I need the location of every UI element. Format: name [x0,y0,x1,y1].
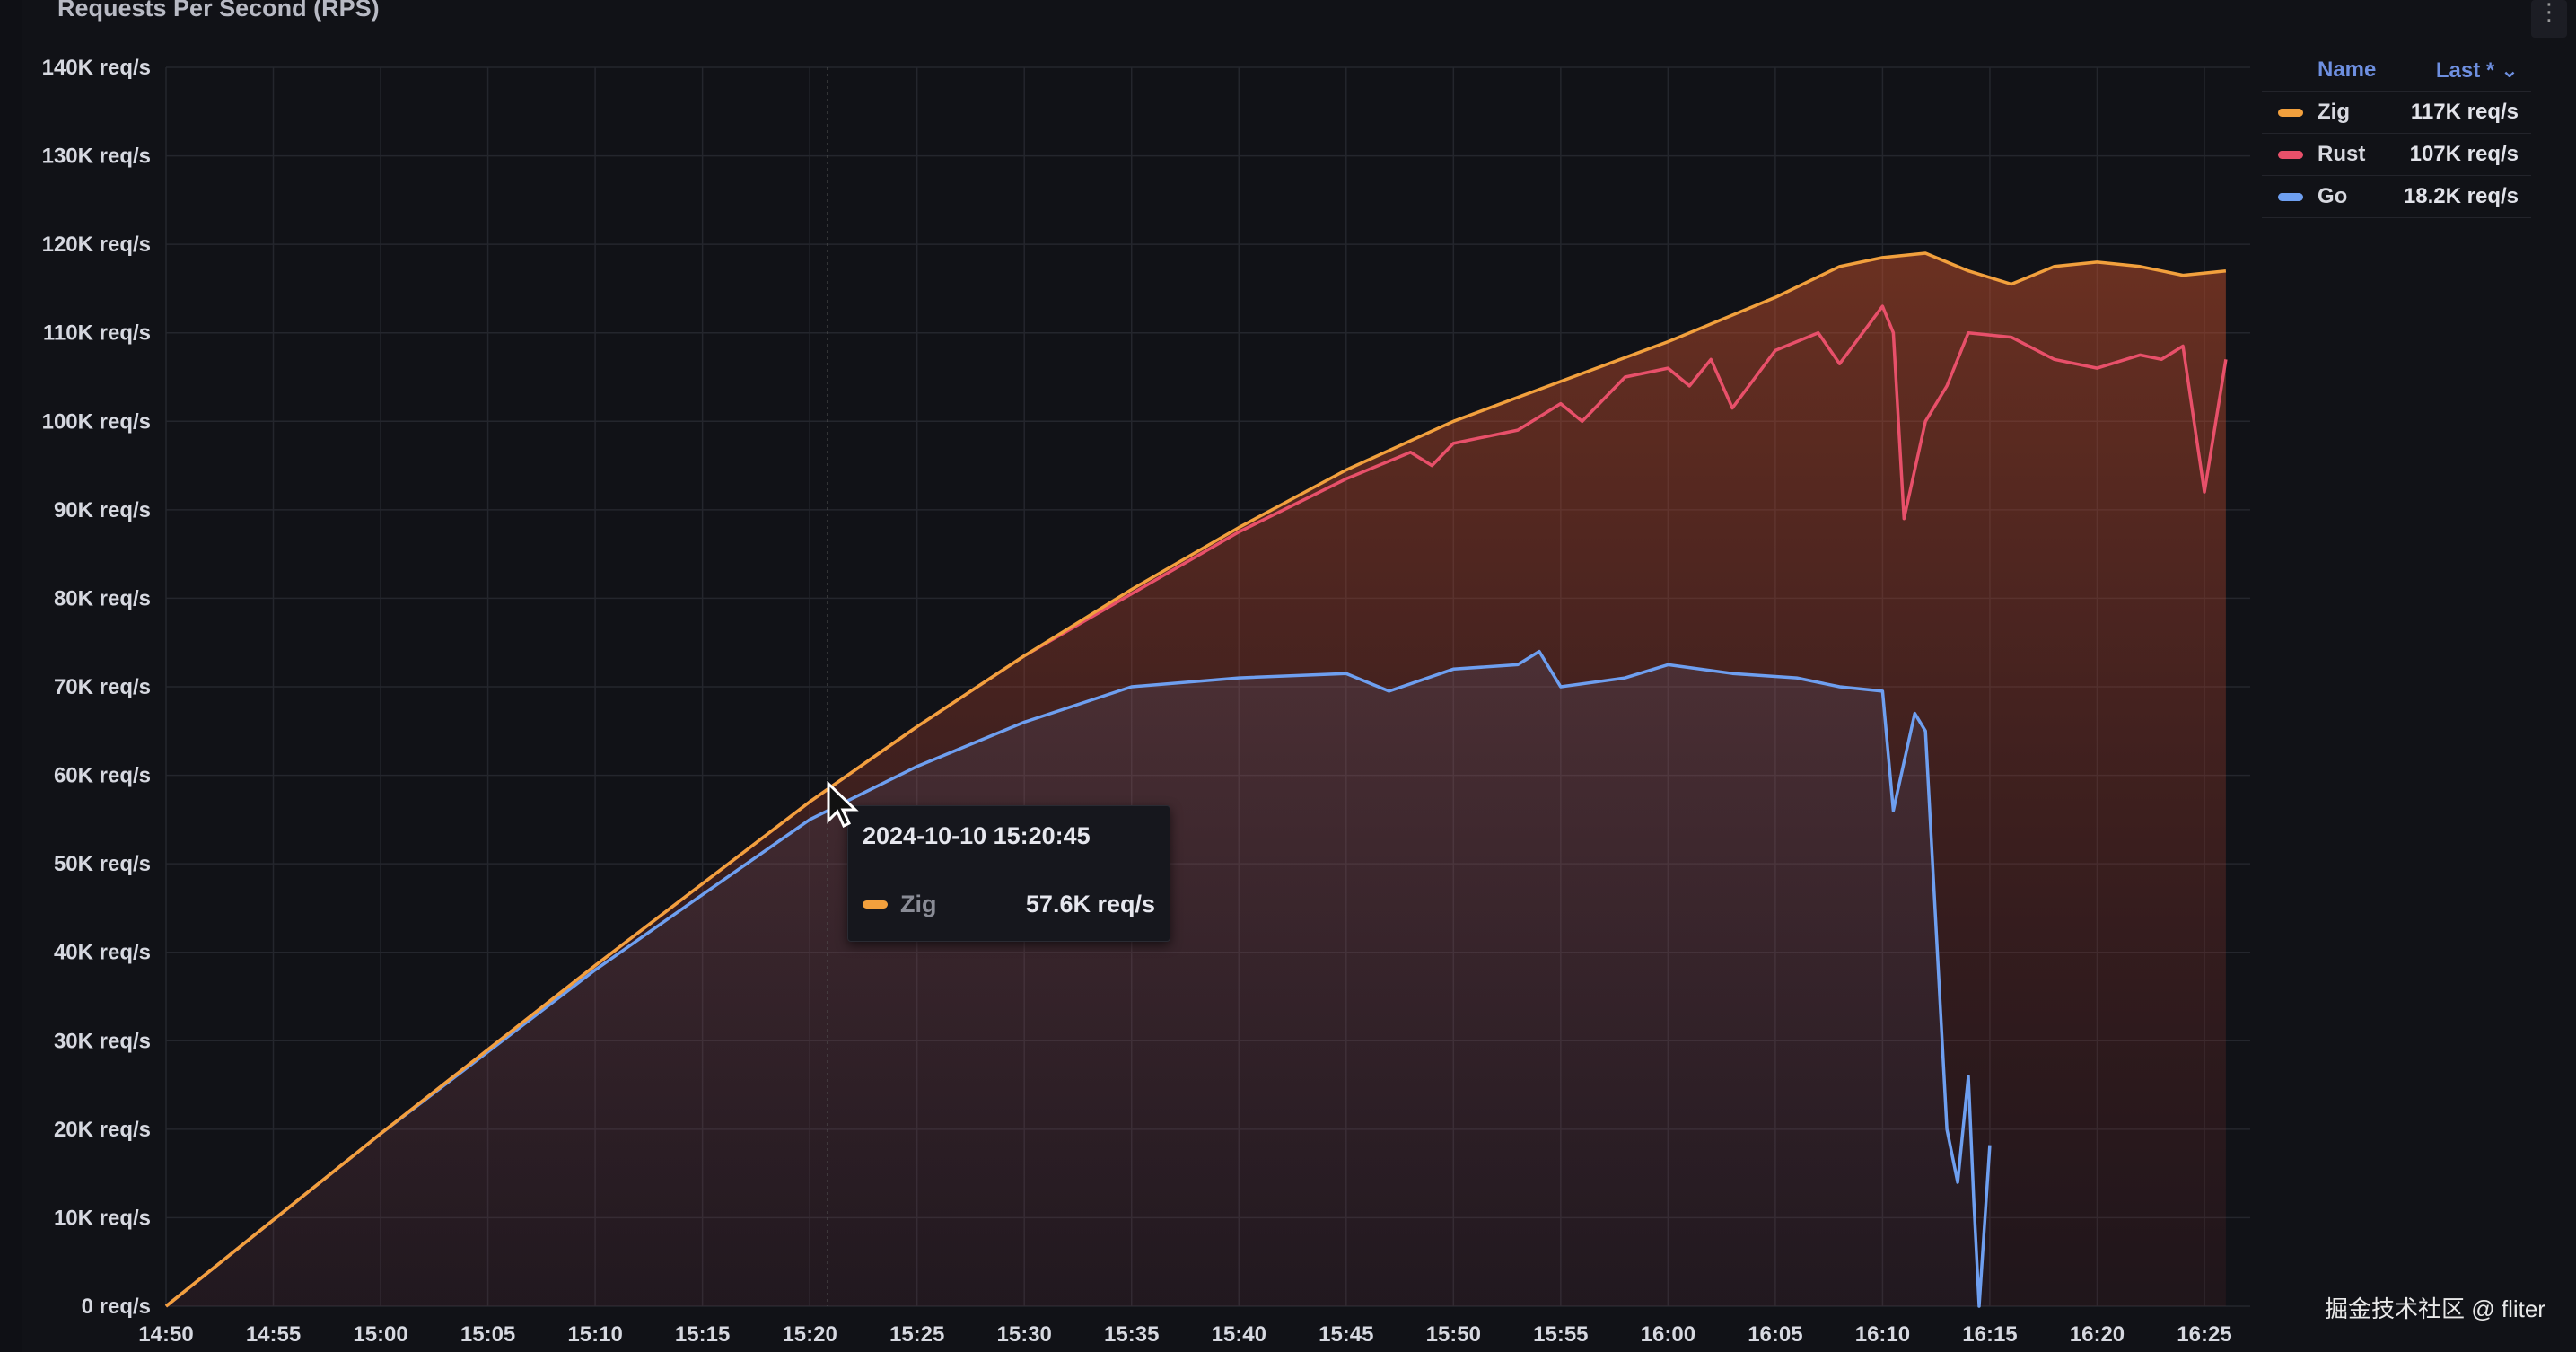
y-tick-label: 0 req/s [82,1295,151,1319]
y-tick-label: 70K req/s [54,675,151,699]
legend-item-rust[interactable]: Rust 107K req/s [2262,133,2531,175]
legend-name: Zig [2318,100,2350,124]
series-line-go [164,649,1992,1308]
x-tick-label: 15:45 [1319,1322,1373,1347]
y-tick-label: 40K req/s [54,941,151,965]
go-area-fill [166,651,1990,1306]
x-tick-label: 15:00 [353,1322,407,1347]
y-tick-label: 130K req/s [42,145,151,169]
x-tick-label: 16:15 [1962,1322,2017,1347]
x-tick-label: 15:05 [460,1322,515,1347]
x-tick-label: 15:50 [1426,1322,1481,1347]
legend-last: 18.2K req/s [2403,184,2519,208]
y-tick-label: 50K req/s [54,852,151,876]
x-tick-label: 15:10 [567,1322,622,1347]
y-tick-label: 30K req/s [54,1029,151,1053]
tooltip-series: Zig [900,891,937,917]
x-tick-label: 15:30 [997,1322,1052,1347]
y-tick-label: 100K req/s [42,409,151,434]
watermark: 掘金技术社区 @ fliter [2325,1295,2545,1322]
series-line-zig [164,251,2227,1308]
y-tick-label: 90K req/s [54,498,151,522]
legend-name: Rust [2318,142,2366,166]
tooltip-time: 2024-10-10 15:20:45 [863,822,1091,849]
mouse-cursor-icon [827,781,859,829]
x-tick-label: 14:55 [246,1322,301,1347]
go-color-swatch [2278,192,2303,201]
legend-last: 107K req/s [2409,142,2519,166]
chevron-down-icon: ⌄ [2500,58,2519,83]
x-tick-label: 15:15 [675,1322,730,1347]
zig-color-swatch [2278,108,2303,117]
x-tick-label: 15:55 [1533,1322,1588,1347]
legend-item-zig[interactable]: Zig 117K req/s [2262,91,2531,133]
legend-item-go[interactable]: Go 18.2K req/s [2262,175,2531,218]
y-tick-label: 140K req/s [42,56,151,80]
x-tick-label: 16:20 [2070,1322,2125,1347]
tooltip-value: 57.6K req/s [1025,891,1155,917]
y-tick-label: 60K req/s [54,764,151,788]
zig-color-swatch [863,900,888,909]
tooltip-row: Zig 57.6K req/s [863,891,1155,918]
x-tick-label: 15:40 [1212,1322,1266,1347]
x-tick-label: 14:50 [138,1322,193,1347]
y-tick-label: 20K req/s [54,1118,151,1142]
x-tick-label: 15:25 [889,1322,944,1347]
legend-last-header[interactable]: Last * ⌄ [2435,58,2519,83]
legend-name: Go [2318,184,2348,208]
y-tick-label: 110K req/s [43,321,151,346]
rust-color-swatch [2278,150,2303,159]
y-tick-label: 80K req/s [54,586,151,610]
y-tick-label: 120K req/s [42,233,151,257]
legend-last: 117K req/s [2410,100,2519,124]
x-tick-label: 15:20 [782,1322,837,1347]
y-tick-label: 10K req/s [54,1206,151,1230]
series-line-rust [164,304,2228,1308]
legend: Name Last * ⌄ Zig 117K req/s Rust 107K r… [2262,57,2531,218]
vertical-ellipsis-icon[interactable]: ⋮ [2531,0,2567,38]
legend-name-header[interactable]: Name [2318,57,2377,82]
x-tick-label: 16:10 [1855,1322,1910,1347]
panel-title: Requests Per Second (RPS) [57,0,380,22]
x-tick-label: 15:35 [1104,1322,1159,1347]
hover-tooltip: 2024-10-10 15:20:45 Zig 57.6K req/s [847,805,1170,942]
x-tick-label: 16:00 [1641,1322,1695,1347]
x-tick-label: 16:25 [2177,1322,2231,1347]
x-tick-label: 16:05 [1748,1322,1802,1347]
